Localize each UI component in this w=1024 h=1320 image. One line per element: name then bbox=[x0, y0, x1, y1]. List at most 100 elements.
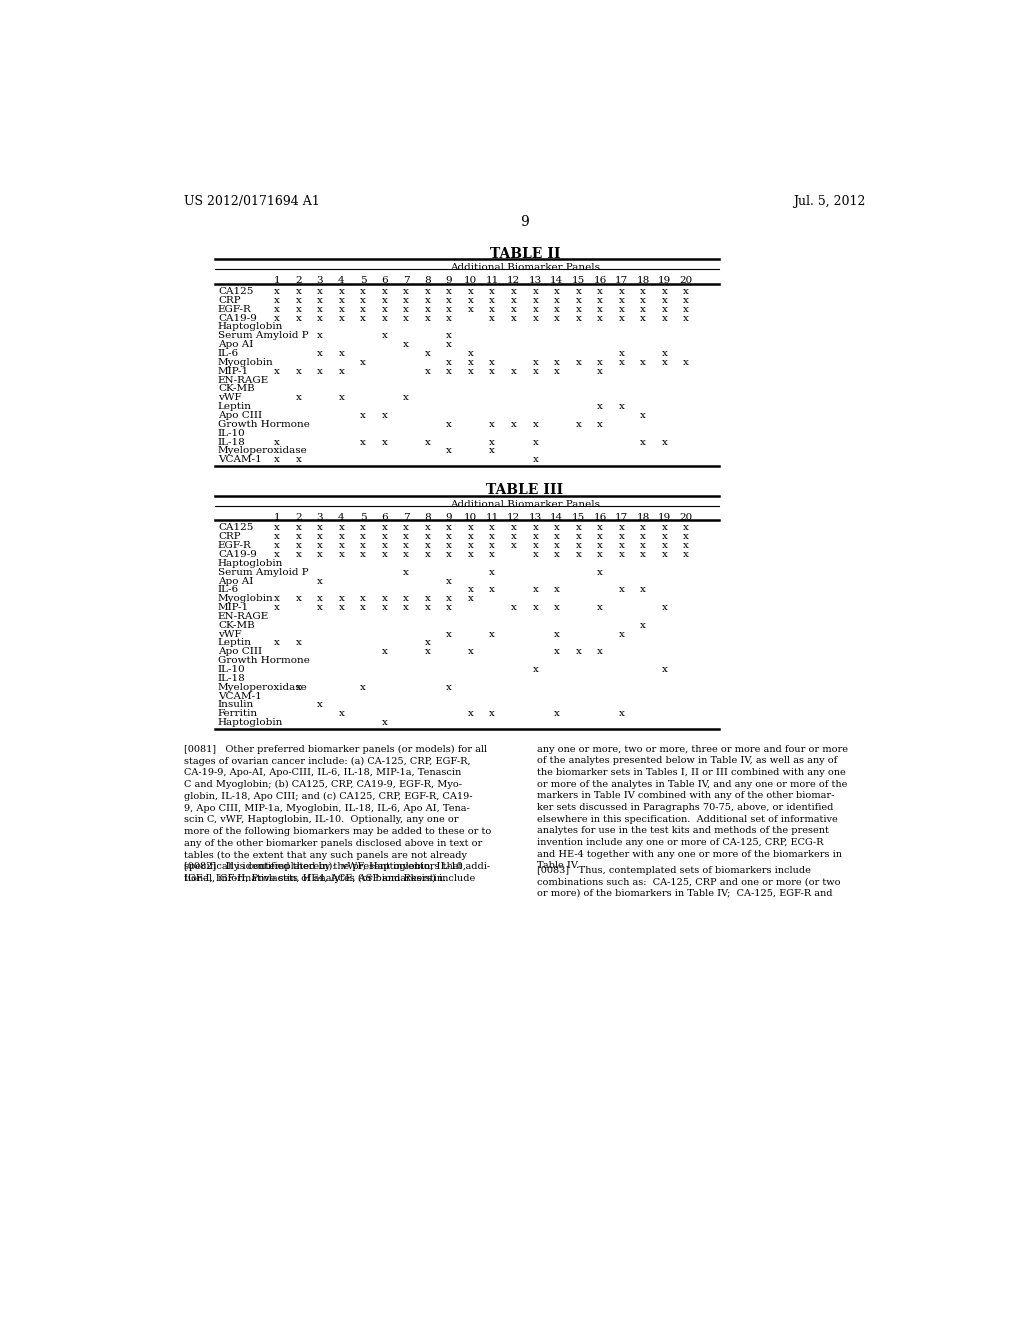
Text: 20: 20 bbox=[680, 276, 693, 285]
Text: x: x bbox=[273, 286, 280, 296]
Text: x: x bbox=[425, 348, 430, 358]
Text: x: x bbox=[640, 358, 646, 367]
Text: x: x bbox=[273, 437, 280, 446]
Text: x: x bbox=[273, 524, 280, 532]
Text: x: x bbox=[511, 603, 517, 612]
Text: x: x bbox=[273, 541, 280, 550]
Text: 11: 11 bbox=[485, 512, 499, 521]
Text: 15: 15 bbox=[571, 512, 585, 521]
Text: x: x bbox=[382, 296, 387, 305]
Text: EGF-R: EGF-R bbox=[218, 541, 252, 550]
Text: x: x bbox=[317, 331, 323, 341]
Text: x: x bbox=[683, 314, 689, 322]
Text: x: x bbox=[446, 550, 453, 558]
Text: x: x bbox=[295, 286, 301, 296]
Text: x: x bbox=[554, 358, 560, 367]
Text: x: x bbox=[425, 286, 430, 296]
Text: x: x bbox=[425, 639, 430, 648]
Text: x: x bbox=[403, 305, 409, 314]
Text: x: x bbox=[575, 541, 582, 550]
Text: x: x bbox=[403, 550, 409, 558]
Text: x: x bbox=[295, 541, 301, 550]
Text: x: x bbox=[489, 524, 496, 532]
Text: x: x bbox=[597, 314, 603, 322]
Text: x: x bbox=[489, 358, 496, 367]
Text: x: x bbox=[575, 550, 582, 558]
Text: x: x bbox=[662, 541, 668, 550]
Text: x: x bbox=[468, 367, 474, 376]
Text: x: x bbox=[403, 568, 409, 577]
Text: x: x bbox=[511, 314, 517, 322]
Text: x: x bbox=[554, 296, 560, 305]
Text: x: x bbox=[662, 665, 668, 675]
Text: x: x bbox=[360, 682, 366, 692]
Text: x: x bbox=[489, 314, 496, 322]
Text: x: x bbox=[339, 550, 344, 558]
Text: x: x bbox=[295, 524, 301, 532]
Text: x: x bbox=[446, 577, 453, 586]
Text: x: x bbox=[382, 286, 387, 296]
Text: Apo CIII: Apo CIII bbox=[218, 411, 262, 420]
Text: x: x bbox=[640, 532, 646, 541]
Text: x: x bbox=[425, 550, 430, 558]
Text: x: x bbox=[575, 305, 582, 314]
Text: x: x bbox=[317, 550, 323, 558]
Text: x: x bbox=[640, 411, 646, 420]
Text: x: x bbox=[403, 541, 409, 550]
Text: x: x bbox=[597, 286, 603, 296]
Text: x: x bbox=[360, 305, 366, 314]
Text: x: x bbox=[554, 603, 560, 612]
Text: x: x bbox=[360, 550, 366, 558]
Text: EGF-R: EGF-R bbox=[218, 305, 252, 314]
Text: 2: 2 bbox=[295, 512, 302, 521]
Text: x: x bbox=[618, 358, 625, 367]
Text: IL-10: IL-10 bbox=[218, 665, 246, 675]
Text: x: x bbox=[360, 358, 366, 367]
Text: x: x bbox=[575, 647, 582, 656]
Text: x: x bbox=[339, 603, 344, 612]
Text: Apo AI: Apo AI bbox=[218, 341, 253, 348]
Text: x: x bbox=[489, 437, 496, 446]
Text: IL-10: IL-10 bbox=[218, 429, 246, 438]
Text: CRP: CRP bbox=[218, 532, 241, 541]
Text: x: x bbox=[489, 630, 496, 639]
Text: x: x bbox=[360, 411, 366, 420]
Text: x: x bbox=[468, 709, 474, 718]
Text: CA19-9: CA19-9 bbox=[218, 550, 257, 558]
Text: x: x bbox=[446, 630, 453, 639]
Text: x: x bbox=[403, 296, 409, 305]
Text: x: x bbox=[317, 524, 323, 532]
Text: x: x bbox=[662, 550, 668, 558]
Text: CA19-9: CA19-9 bbox=[218, 314, 257, 322]
Text: 7: 7 bbox=[402, 512, 410, 521]
Text: 6: 6 bbox=[381, 276, 388, 285]
Text: x: x bbox=[446, 305, 453, 314]
Text: 14: 14 bbox=[550, 276, 563, 285]
Text: x: x bbox=[532, 585, 539, 594]
Text: x: x bbox=[662, 358, 668, 367]
Text: x: x bbox=[382, 603, 387, 612]
Text: x: x bbox=[468, 348, 474, 358]
Text: x: x bbox=[618, 348, 625, 358]
Text: x: x bbox=[618, 585, 625, 594]
Text: x: x bbox=[511, 286, 517, 296]
Text: x: x bbox=[618, 403, 625, 411]
Text: CK-MB: CK-MB bbox=[218, 384, 255, 393]
Text: any one or more, two or more, three or more and four or more
of the analytes pre: any one or more, two or more, three or m… bbox=[538, 744, 848, 870]
Text: IL-6: IL-6 bbox=[218, 348, 239, 358]
Text: MIP-1: MIP-1 bbox=[218, 367, 249, 376]
Text: x: x bbox=[446, 541, 453, 550]
Text: x: x bbox=[273, 455, 280, 465]
Text: CA125: CA125 bbox=[218, 524, 253, 532]
Text: x: x bbox=[489, 532, 496, 541]
Text: x: x bbox=[317, 577, 323, 586]
Text: x: x bbox=[511, 532, 517, 541]
Text: x: x bbox=[339, 594, 344, 603]
Text: Growth Hormone: Growth Hormone bbox=[218, 420, 310, 429]
Text: 5: 5 bbox=[359, 512, 367, 521]
Text: x: x bbox=[489, 550, 496, 558]
Text: Additional Biomarker Panels: Additional Biomarker Panels bbox=[450, 499, 600, 508]
Text: x: x bbox=[597, 568, 603, 577]
Text: x: x bbox=[489, 305, 496, 314]
Text: x: x bbox=[446, 532, 453, 541]
